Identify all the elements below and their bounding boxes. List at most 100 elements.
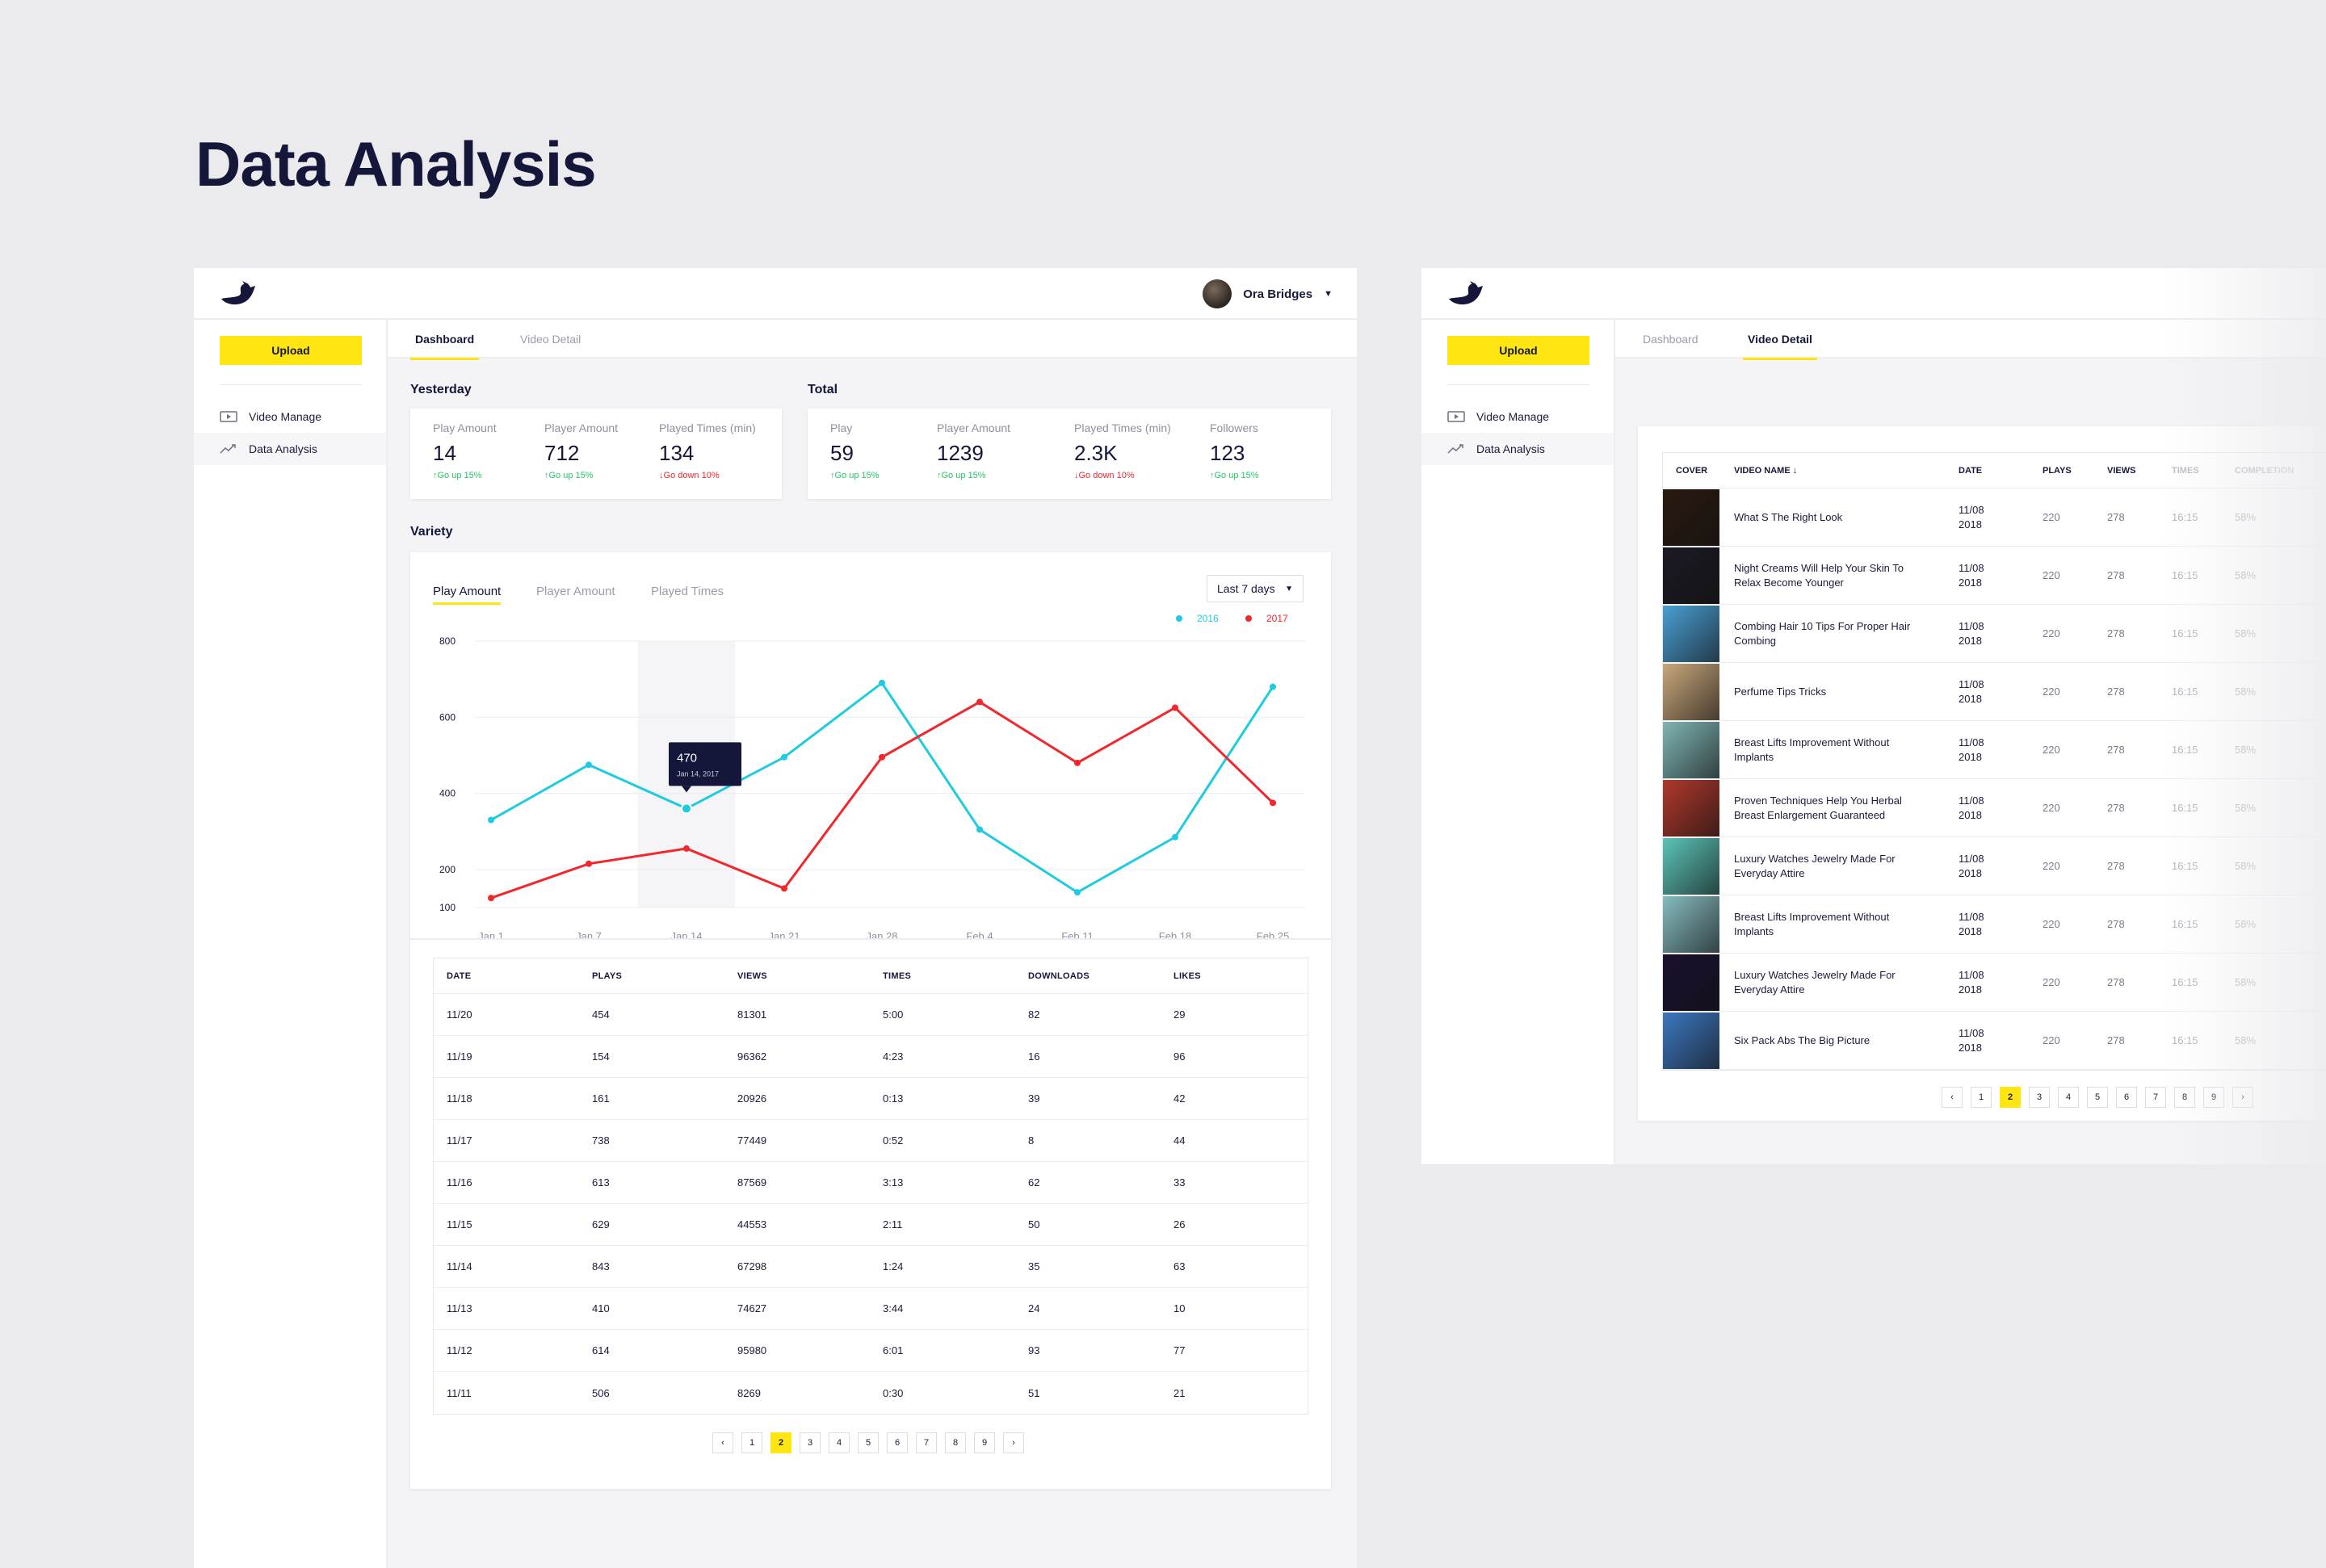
column-header[interactable]: DOWNLOADS	[1028, 971, 1090, 981]
table-row[interactable]: Breast Lifts Improvement Without Implant…	[1663, 895, 2326, 954]
page-button[interactable]: 4	[2058, 1087, 2079, 1108]
page-button[interactable]: 3	[2029, 1087, 2050, 1108]
data-point-2017[interactable]	[1270, 799, 1276, 807]
upload-button[interactable]: Upload	[1447, 336, 1589, 365]
column-header[interactable]: DATE	[447, 971, 472, 981]
tab-dashboard[interactable]: Dashboard	[1643, 333, 1698, 346]
upload-button[interactable]: Upload	[220, 336, 362, 365]
data-point-2017[interactable]	[586, 860, 592, 867]
data-point-2017[interactable]	[781, 885, 787, 892]
data-point-2016[interactable]	[1270, 683, 1276, 690]
page-button[interactable]: 7	[916, 1432, 937, 1453]
data-point-2016[interactable]	[1172, 833, 1178, 841]
video-thumbnail[interactable]	[1663, 488, 1719, 546]
page-button[interactable]: 5	[2087, 1087, 2108, 1108]
column-header[interactable]: LIKES	[1173, 971, 1201, 981]
table-row[interactable]: Luxury Watches Jewelry Made For Everyday…	[1663, 837, 2326, 895]
video-thumbnail[interactable]	[1663, 779, 1719, 836]
data-point-2016[interactable]	[879, 679, 885, 686]
column-header[interactable]: COMPLETION	[2235, 465, 2295, 476]
table-row[interactable]: Night Creams Will Help Your Skin To Rela…	[1663, 547, 2326, 605]
tab-video-detail[interactable]: Video Detail	[1743, 320, 1817, 360]
video-thumbnail[interactable]	[1663, 954, 1719, 1011]
video-thumbnail[interactable]	[1663, 895, 1719, 953]
legend-swatch	[1176, 615, 1182, 622]
page-button[interactable]: 6	[887, 1432, 908, 1453]
bird-logo-icon[interactable]	[1446, 278, 1486, 310]
video-thumbnail[interactable]	[1663, 1012, 1719, 1069]
prev-page-button[interactable]: ‹	[712, 1432, 733, 1453]
data-point-2017[interactable]	[488, 895, 494, 902]
table-row[interactable]: Proven Techniques Help You Herbal Breast…	[1663, 779, 2326, 837]
video-thumbnail[interactable]	[1663, 663, 1719, 720]
data-point-2016[interactable]	[1074, 889, 1081, 896]
data-point-2017[interactable]	[683, 845, 690, 852]
column-header[interactable]: VIDEO NAME ↓	[1734, 465, 1798, 476]
video-thumbnail[interactable]	[1663, 547, 1719, 604]
table-row[interactable]: Breast Lifts Improvement Without Implant…	[1663, 721, 2326, 779]
table-cell: 410	[592, 1302, 610, 1314]
page-button[interactable]: 4	[829, 1432, 850, 1453]
data-point-2016[interactable]	[976, 826, 983, 833]
chevron-down-icon[interactable]: ▼	[1324, 289, 1333, 299]
trend-icon	[1447, 444, 1463, 454]
chart-tab-play-amount[interactable]: Play Amount	[433, 585, 502, 605]
sidebar-item-data-analysis[interactable]: Data Analysis	[194, 433, 386, 465]
page-button[interactable]: 1	[741, 1432, 762, 1453]
table-row[interactable]: Perfume Tips Tricks 11/08 2018 220 278 16:15…	[1663, 663, 2326, 721]
page-button[interactable]: 8	[2174, 1087, 2195, 1108]
table-row[interactable]: Luxury Watches Jewelry Made For Everyday…	[1663, 954, 2326, 1012]
table-cell-name: Breast Lifts Improvement Without Implant…	[1734, 910, 1890, 937]
page-button[interactable]: 1	[1971, 1087, 1992, 1108]
table-row[interactable]: Six Pack Abs The Big Picture 11/08 2018 22…	[1663, 1012, 2326, 1070]
column-header[interactable]: TIMES	[2172, 465, 2199, 476]
range-select[interactable]: Last 7 days ▼	[1207, 575, 1304, 602]
next-page-button[interactable]: ›	[1003, 1432, 1024, 1453]
data-point-2017[interactable]	[1074, 759, 1081, 766]
user-menu[interactable]: Ora Bridges ▼	[1203, 279, 1333, 308]
video-thumbnail[interactable]	[1663, 605, 1719, 662]
column-header[interactable]: PLAYS	[2043, 465, 2072, 476]
data-point-2017[interactable]	[1172, 704, 1178, 711]
column-header[interactable]: TIMES	[883, 971, 912, 981]
data-point-2017[interactable]	[976, 698, 983, 706]
page-button[interactable]: 9	[974, 1432, 995, 1453]
page-button[interactable]: 5	[858, 1432, 879, 1453]
data-point-2016[interactable]	[586, 761, 592, 769]
bird-logo-icon[interactable]	[218, 278, 258, 310]
data-point-2016[interactable]	[781, 753, 787, 761]
column-header[interactable]: VIEWS	[737, 971, 767, 981]
tab-dashboard[interactable]: Dashboard	[409, 320, 480, 360]
stat-value: 1239	[937, 441, 984, 465]
video-thumbnail[interactable]	[1663, 721, 1719, 778]
page-button[interactable]: 6	[2116, 1087, 2137, 1108]
tab-video-detail[interactable]: Video Detail	[520, 333, 582, 346]
sidebar-item-data-analysis[interactable]: Data Analysis	[1421, 433, 1614, 465]
data-point-2016[interactable]	[488, 816, 494, 824]
table-row[interactable]: What S The Right Look 11/08 2018 220 278 16:…	[1663, 488, 2326, 547]
page-button[interactable]: 9	[2203, 1087, 2224, 1108]
sidebar-item-video-manage[interactable]: Video Manage	[194, 400, 386, 433]
page-button[interactable]: 3	[800, 1432, 821, 1453]
next-page-button[interactable]: ›	[2232, 1087, 2253, 1108]
column-header[interactable]: COVER	[1676, 465, 1708, 476]
data-point-2016[interactable]	[681, 803, 692, 815]
table-cell-completion: 58%	[2235, 627, 2257, 639]
table-cell-completion: 58%	[2235, 801, 2257, 814]
table-row: 11/18 161 20926 0:13 39 42	[434, 1078, 1308, 1120]
video-thumbnail[interactable]	[1663, 837, 1719, 895]
page-button[interactable]: 8	[945, 1432, 966, 1453]
column-header[interactable]: PLAYS	[592, 971, 623, 981]
page-button[interactable]: 7	[2145, 1087, 2166, 1108]
column-header[interactable]: DATE	[1959, 465, 1983, 476]
page-button[interactable]: 2	[2000, 1087, 2021, 1108]
chart-tab-player-amount[interactable]: Player Amount	[536, 585, 615, 598]
data-point-2017[interactable]	[879, 753, 885, 761]
prev-page-button[interactable]: ‹	[1942, 1087, 1963, 1108]
chart-tab-played-times[interactable]: Played Times	[651, 585, 724, 598]
table-row[interactable]: Combing Hair 10 Tips For Proper Hair Com…	[1663, 605, 2326, 663]
page-button[interactable]: 2	[770, 1432, 791, 1453]
sidebar-item-video-manage[interactable]: Video Manage	[1421, 400, 1614, 433]
column-header[interactable]: VIEWS	[2107, 465, 2136, 476]
avatar[interactable]	[1203, 279, 1232, 308]
